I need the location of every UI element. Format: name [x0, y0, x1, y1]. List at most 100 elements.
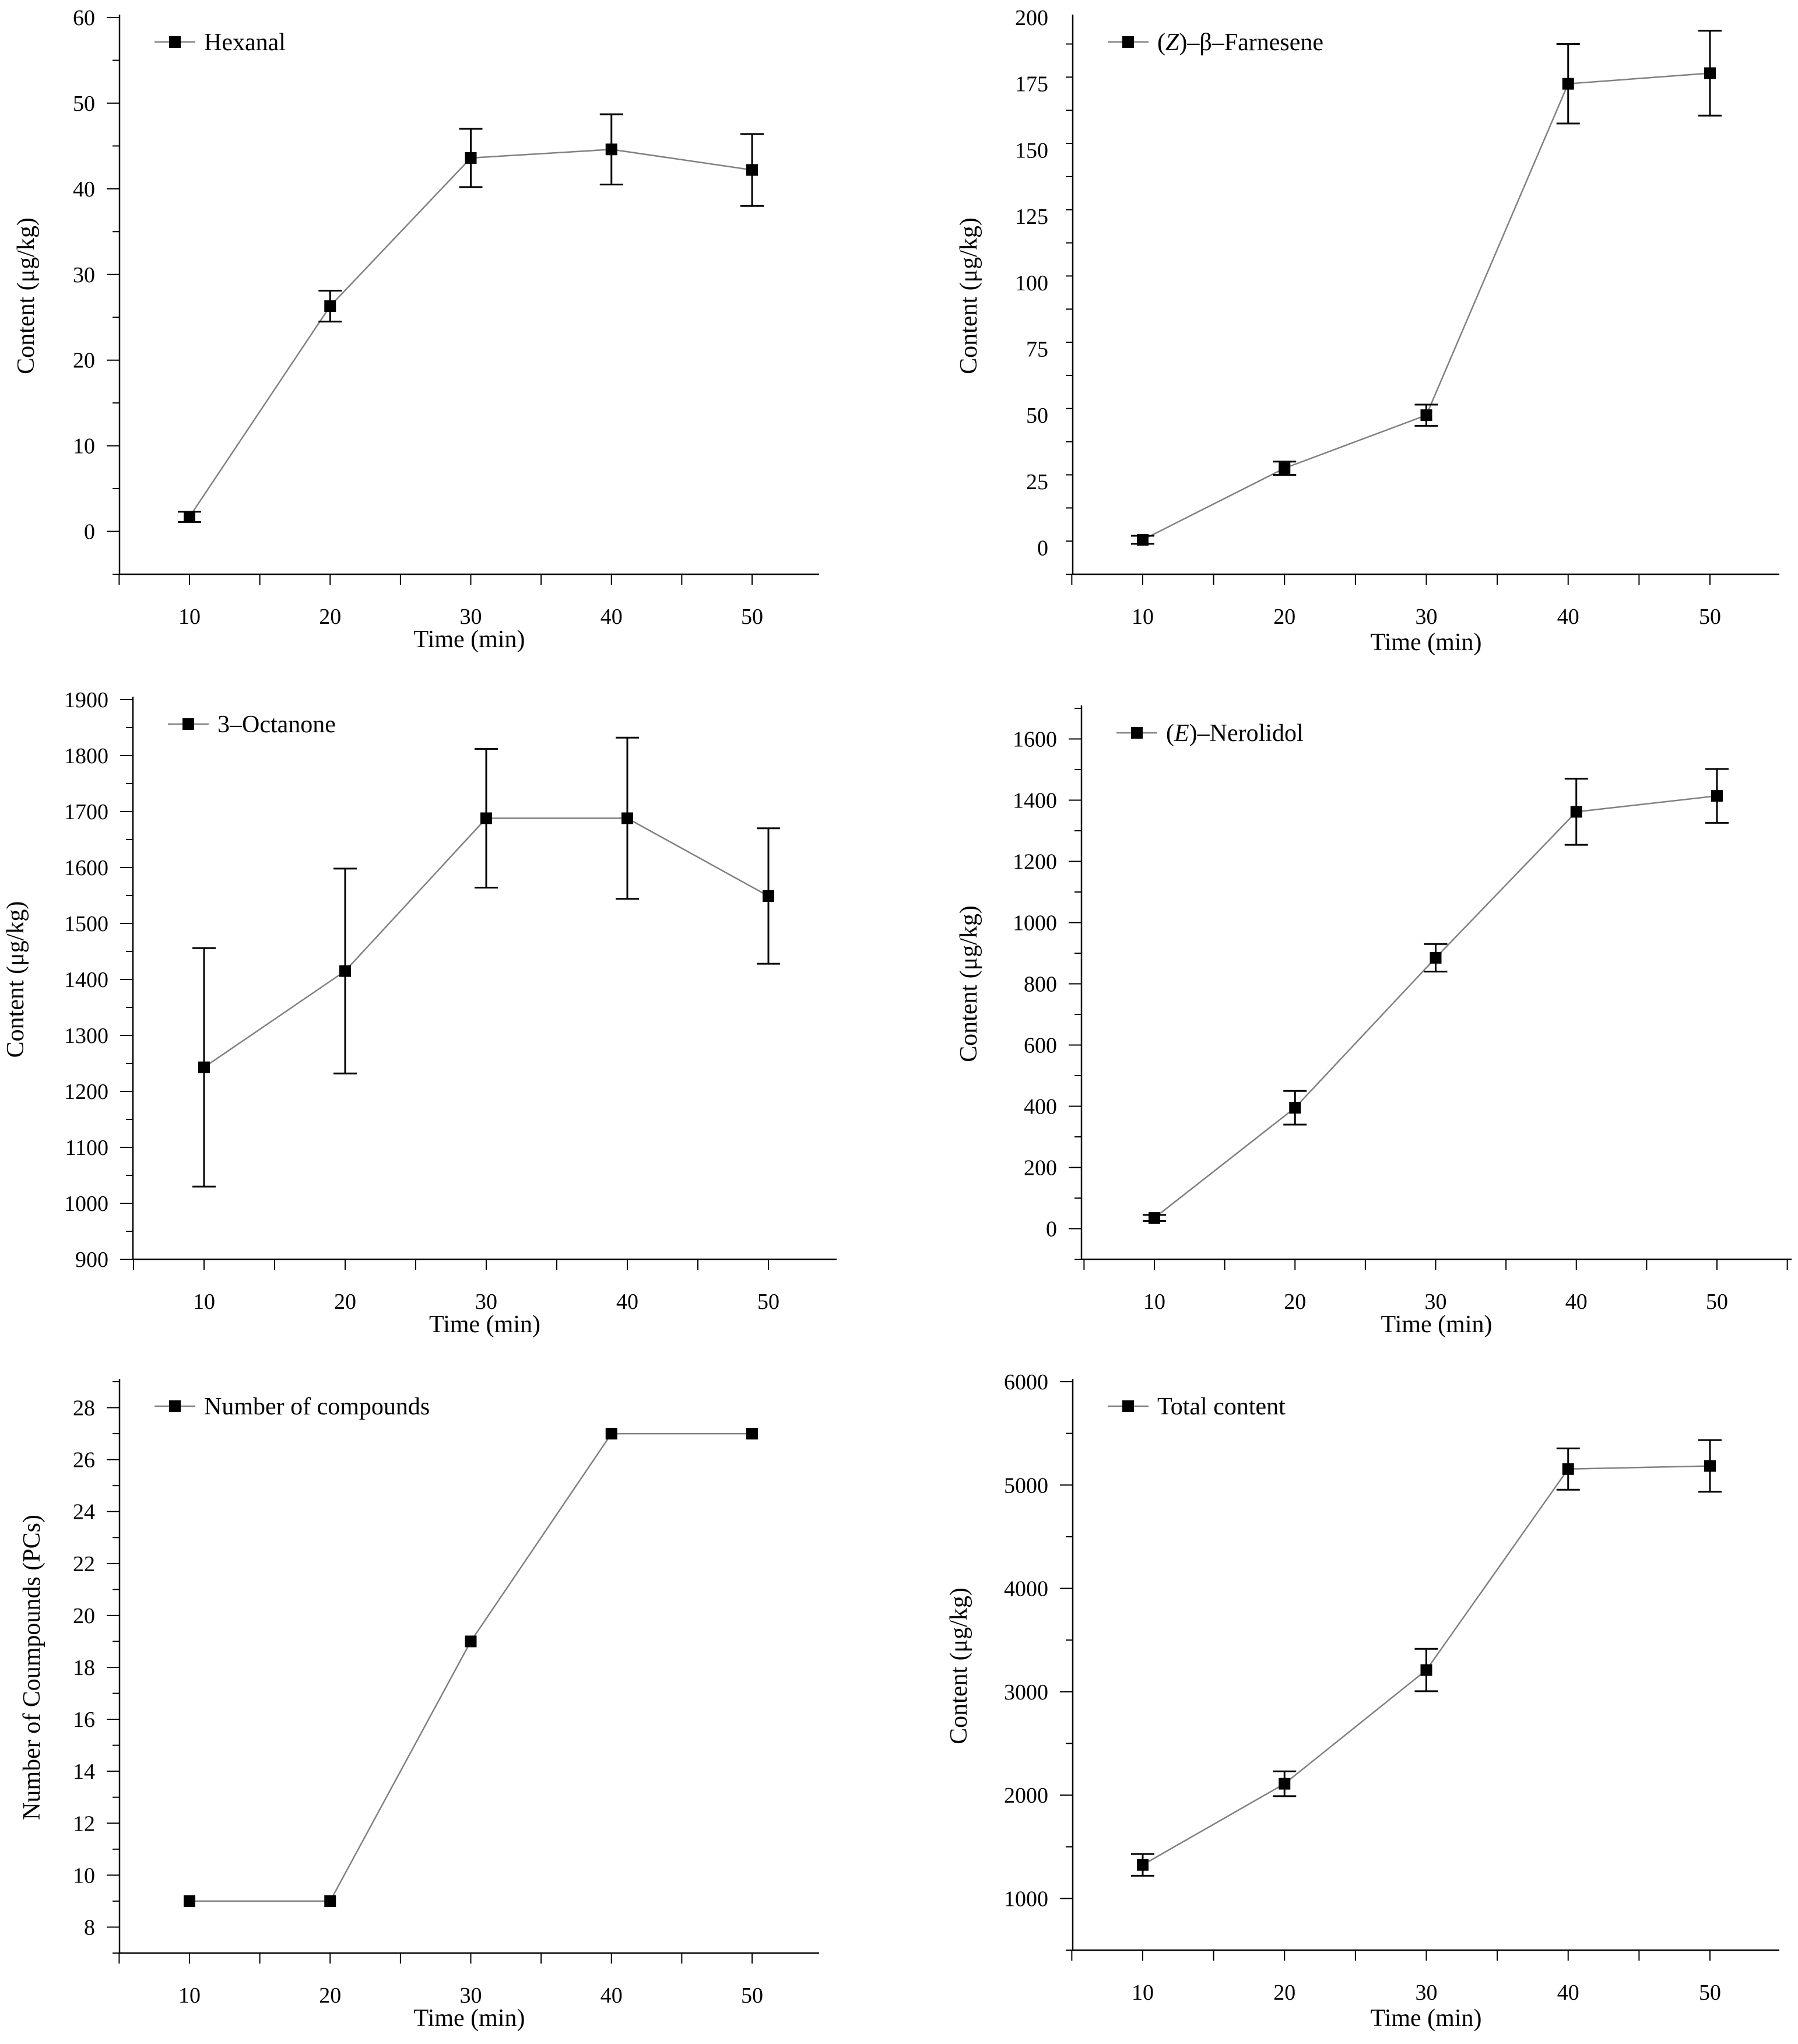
- x-tick-label: 50: [741, 1983, 763, 2008]
- data-point: [184, 1895, 195, 1907]
- y-tick-label: 5000: [1004, 1473, 1048, 1498]
- series-line: [1142, 72, 1711, 540]
- x-tick-label: 20: [319, 605, 341, 629]
- data-point: [621, 812, 633, 824]
- data-point: [1711, 790, 1723, 802]
- data-point: [1137, 1859, 1149, 1871]
- data-point: [1420, 409, 1432, 422]
- x-tick-label: 10: [178, 605, 201, 629]
- data-point: [1279, 462, 1291, 475]
- data-point: [465, 152, 477, 164]
- x-tick-label: 10: [1143, 1290, 1165, 1314]
- x-axis-title: Time (min): [414, 2005, 525, 2032]
- y-tick-label: 8: [84, 1915, 95, 1940]
- y-tick-label: 6000: [1004, 1370, 1048, 1395]
- data-point: [198, 1061, 210, 1073]
- legend-marker: [1131, 727, 1143, 739]
- legend-label: Number of compounds: [204, 1393, 430, 1420]
- y-tick-label: 28: [73, 1396, 95, 1421]
- y-tick-label: 1600: [64, 856, 108, 880]
- y-tick-label: 50: [1026, 403, 1048, 428]
- chart-panel-4: 0 200 400 600 800 1000 1200 1400 1600 10 20 30 40 50 T…: [956, 705, 1792, 1338]
- legend-marker: [169, 36, 181, 48]
- legend-marker: [1122, 36, 1134, 48]
- x-axis-title: Time (min): [1371, 629, 1482, 656]
- y-tick-label: 22: [73, 1552, 95, 1576]
- x-tick-label: 40: [1557, 1980, 1579, 2005]
- y-tick-label: 1000: [1013, 911, 1057, 936]
- x-tick-label: 50: [1706, 1290, 1728, 1314]
- y-tick-label: 900: [75, 1248, 108, 1272]
- y-tick-label: 800: [1024, 972, 1057, 997]
- y-tick-label: 16: [73, 1708, 95, 1732]
- data-point: [1430, 951, 1442, 964]
- y-tick-label: 1300: [64, 1024, 108, 1048]
- chart-panel-5: 8 10 12 14 16 18 20 22 24 26 28 10 20 30 40 50 Time (min…: [19, 1379, 819, 2032]
- x-tick-label: 20: [334, 1290, 356, 1314]
- x-tick-label: 20: [1284, 1290, 1306, 1314]
- chart-panel-6: 1000 2000 3000 4000 5000 6000 10 20 30 40 50 Time (…: [946, 1370, 1779, 2032]
- y-tick-label: 1500: [64, 912, 108, 936]
- y-tick-label: 40: [73, 177, 95, 202]
- y-tick-label: 1200: [64, 1080, 108, 1104]
- data-point: [324, 300, 336, 312]
- y-axis-title: Content (μg/kg): [2, 901, 29, 1058]
- x-tick-label: 50: [1699, 1980, 1721, 2005]
- legend-label: Hexanal: [204, 29, 286, 56]
- x-tick-label: 20: [1273, 1980, 1295, 2005]
- data-point: [746, 1428, 758, 1440]
- y-tick-label: 175: [1015, 72, 1048, 97]
- y-tick-label: 125: [1015, 205, 1048, 229]
- y-tick-label: 0: [84, 520, 95, 545]
- x-tick-label: 30: [475, 1290, 497, 1314]
- chart-panel-3: 900 1000 1100 1200 1300 1400 1500 1600 1700 1800 1…: [2, 688, 837, 1338]
- y-axis-title: Content (μg/kg): [13, 217, 40, 374]
- x-tick-label: 40: [616, 1290, 638, 1314]
- y-axis-title: Content (μg/kg): [946, 1588, 972, 1744]
- y-tick-label: 20: [73, 1604, 95, 1628]
- data-point: [465, 1635, 477, 1648]
- y-tick-label: 2000: [1004, 1783, 1048, 1808]
- data-point: [1704, 1460, 1716, 1472]
- x-tick-label: 10: [178, 1983, 201, 2008]
- data-point: [324, 1895, 336, 1907]
- x-axis-title: Time (min): [414, 626, 525, 653]
- y-tick-label: 1700: [64, 800, 108, 824]
- y-axis-title: Content (μg/kg): [956, 905, 982, 1062]
- data-point: [605, 143, 617, 156]
- legend-marker: [1122, 1400, 1134, 1412]
- x-tick-label: 50: [1699, 605, 1721, 629]
- y-tick-label: 24: [73, 1500, 95, 1525]
- x-tick-label: 10: [1132, 605, 1154, 629]
- data-point: [1289, 1102, 1301, 1114]
- y-tick-label: 30: [73, 263, 95, 287]
- x-tick-label: 30: [1416, 1980, 1438, 2005]
- x-tick-label: 30: [1416, 605, 1438, 629]
- x-tick-label: 20: [319, 1983, 341, 2008]
- y-tick-label: 18: [73, 1656, 95, 1680]
- y-tick-label: 600: [1024, 1034, 1057, 1058]
- y-tick-label: 1400: [1013, 789, 1057, 813]
- y-tick-label: 1400: [64, 968, 108, 992]
- series-line: [188, 149, 753, 518]
- data-point: [1562, 1463, 1574, 1475]
- y-tick-label: 0: [1037, 536, 1048, 561]
- data-point: [1570, 806, 1582, 818]
- x-tick-label: 30: [460, 605, 482, 629]
- x-tick-label: 50: [741, 605, 763, 629]
- y-tick-label: 3000: [1004, 1680, 1048, 1705]
- legend-label: (E)–Nerolidol: [1166, 720, 1304, 747]
- y-tick-label: 200: [1015, 6, 1048, 30]
- x-axis-title: Time (min): [1381, 1311, 1493, 1338]
- x-tick-label: 40: [1557, 605, 1579, 629]
- y-tick-label: 1900: [64, 688, 108, 712]
- data-point: [480, 812, 492, 824]
- y-tick-label: 400: [1024, 1095, 1057, 1119]
- x-axis-title: Time (min): [1371, 2005, 1482, 2032]
- data-point: [605, 1428, 617, 1440]
- data-point: [1279, 1778, 1291, 1790]
- x-tick-label: 40: [600, 1983, 623, 2008]
- y-tick-label: 200: [1024, 1156, 1057, 1181]
- x-tick-label: 10: [1132, 1980, 1154, 2005]
- y-tick-label: 1600: [1013, 728, 1057, 752]
